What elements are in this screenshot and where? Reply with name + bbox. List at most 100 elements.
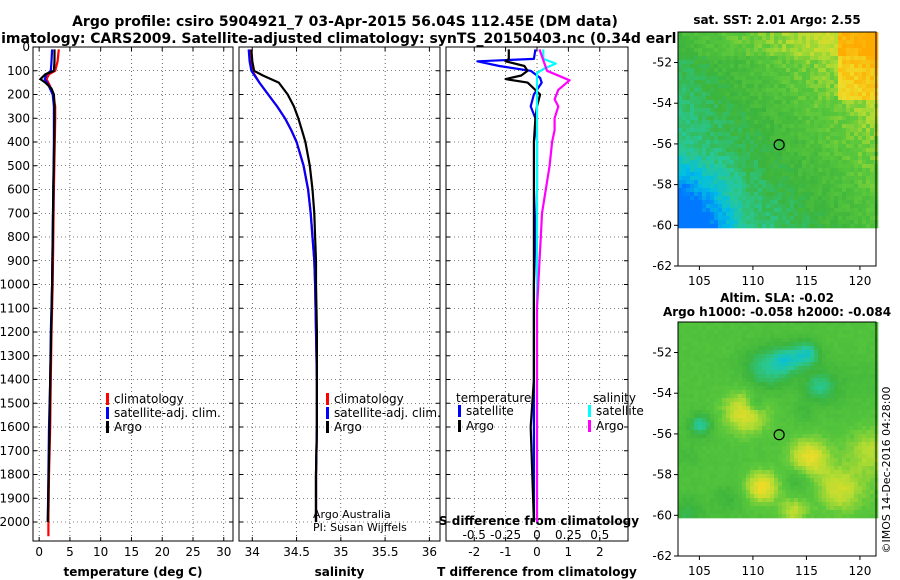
heatmap-cell — [858, 390, 863, 395]
heatmap-cell — [838, 398, 843, 403]
heatmap-cell — [790, 486, 795, 491]
heatmap-cell — [694, 220, 699, 225]
heatmap-cell — [794, 406, 799, 411]
heatmap-cell — [702, 224, 707, 229]
heatmap-cell — [834, 474, 839, 479]
heatmap-cell — [742, 362, 747, 367]
heatmap-cell — [774, 148, 779, 153]
heatmap-cell — [802, 466, 807, 471]
heatmap-cell — [822, 434, 827, 439]
heatmap-cell — [754, 418, 759, 423]
heatmap-cell — [754, 462, 759, 467]
heatmap-cell — [850, 322, 855, 327]
heatmap-cell — [686, 338, 691, 343]
heatmap-cell — [826, 224, 831, 229]
heatmap-cell — [778, 462, 783, 467]
heatmap-cell — [786, 136, 791, 141]
heatmap-cell — [846, 72, 851, 77]
heatmap-cell — [730, 32, 735, 37]
heatmap-cell — [786, 152, 791, 157]
heatmap-cell — [826, 394, 831, 399]
heatmap-cell — [762, 378, 767, 383]
series-line-argo — [39, 49, 56, 523]
heatmap-cell — [730, 362, 735, 367]
heatmap-cell — [742, 180, 747, 185]
heatmap-cell — [838, 92, 843, 97]
heatmap-cell — [802, 402, 807, 407]
heatmap-cell — [846, 224, 851, 229]
heatmap-cell — [726, 176, 731, 181]
depth-tick-label: 1600 — [0, 420, 30, 434]
heatmap-cell — [682, 224, 687, 229]
heatmap-cell — [826, 204, 831, 209]
heatmap-cell — [742, 156, 747, 161]
heatmap-cell — [734, 100, 739, 105]
heatmap-cell — [826, 322, 831, 327]
heatmap-cell — [814, 80, 819, 85]
heatmap-cell — [850, 446, 855, 451]
heatmap-cell — [722, 422, 727, 427]
heatmap-cell — [682, 398, 687, 403]
heatmap-cell — [746, 334, 751, 339]
heatmap-cell — [718, 426, 723, 431]
heatmap-cell — [842, 470, 847, 475]
heatmap-cell — [842, 414, 847, 419]
heatmap-cell — [850, 48, 855, 53]
heatmap-cell — [698, 402, 703, 407]
heatmap-cell — [742, 358, 747, 363]
heatmap-cell — [822, 374, 827, 379]
heatmap-cell — [866, 470, 871, 475]
heatmap-cell — [774, 80, 779, 85]
heatmap-cell — [870, 60, 875, 65]
series-line-climatology — [248, 49, 318, 522]
heatmap-cell — [698, 490, 703, 495]
heatmap-cell — [826, 88, 831, 93]
heatmap-cell — [834, 120, 839, 125]
heatmap-cell — [730, 52, 735, 57]
heatmap-cell — [714, 494, 719, 499]
heatmap-cell — [762, 346, 767, 351]
heatmap-cell — [850, 330, 855, 335]
heatmap-cell — [734, 378, 739, 383]
heatmap-cell — [722, 208, 727, 213]
heatmap-cell — [862, 410, 867, 415]
heatmap-cell — [686, 184, 691, 189]
heatmap-cell — [694, 112, 699, 117]
heatmap-cell — [706, 474, 711, 479]
heatmap-cell — [850, 366, 855, 371]
heatmap-cell — [778, 180, 783, 185]
heatmap-cell — [698, 76, 703, 81]
heatmap-cell — [790, 176, 795, 181]
heatmap-cell — [794, 196, 799, 201]
heatmap-cell — [718, 116, 723, 121]
heatmap-cell — [798, 402, 803, 407]
heatmap-cell — [750, 80, 755, 85]
heatmap-cell — [834, 148, 839, 153]
heatmap-cell — [678, 48, 683, 53]
heatmap-cell — [774, 156, 779, 161]
heatmap-cell — [682, 208, 687, 213]
heatmap-cell — [854, 394, 859, 399]
heatmap-cell — [866, 414, 871, 419]
heatmap-cell — [870, 402, 875, 407]
heatmap-cell — [826, 434, 831, 439]
heatmap-cell — [686, 36, 691, 41]
heatmap-cell — [762, 334, 767, 339]
heatmap-cell — [734, 168, 739, 173]
heatmap-cell — [710, 224, 715, 229]
heatmap-cell — [790, 88, 795, 93]
heatmap-cell — [854, 358, 859, 363]
heatmap-cell — [722, 462, 727, 467]
heatmap-cell — [782, 196, 787, 201]
heatmap-cell — [682, 354, 687, 359]
heatmap-cell — [854, 76, 859, 81]
heatmap-cell — [822, 346, 827, 351]
heatmap-cell — [778, 128, 783, 133]
heatmap-cell — [842, 148, 847, 153]
heatmap-cell — [850, 454, 855, 459]
heatmap-cell — [766, 462, 771, 467]
heatmap-cells — [678, 322, 879, 519]
heatmap-cell — [834, 418, 839, 423]
map-frame — [677, 31, 877, 267]
heatmap-cell — [782, 402, 787, 407]
